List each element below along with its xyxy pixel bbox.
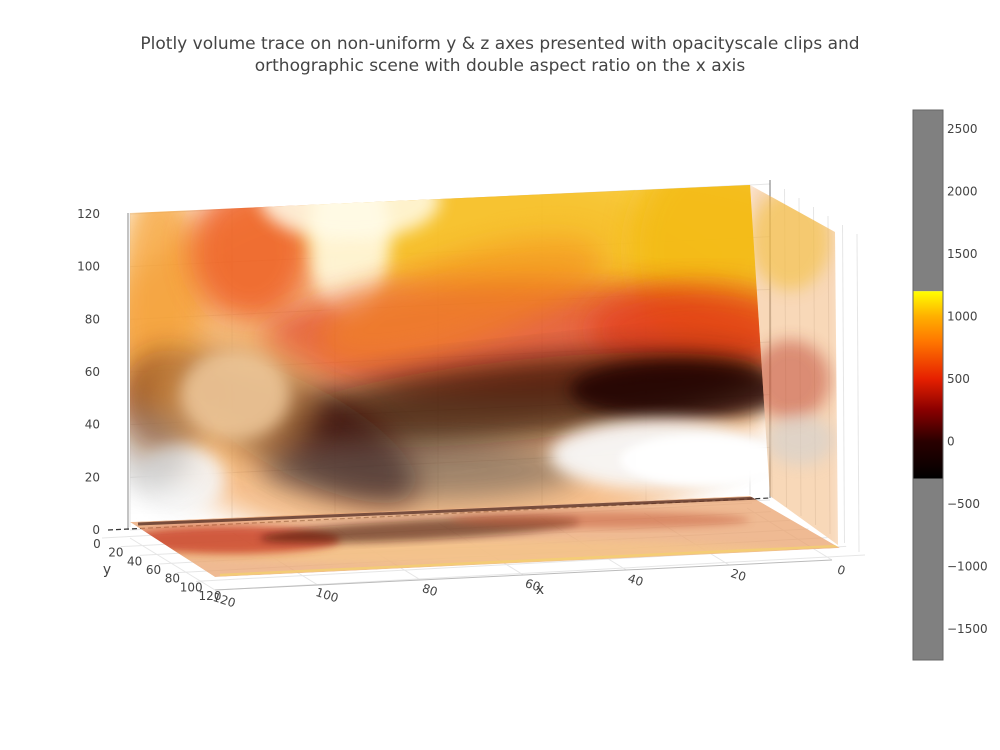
volume-blob — [190, 185, 310, 320]
colorbar-tick-label: 500 — [947, 372, 970, 386]
y-tick-label: 80 — [165, 572, 180, 586]
side-blob — [750, 190, 830, 290]
colorbar-lower-clip — [913, 478, 943, 660]
y-tick-label: 60 — [146, 563, 161, 577]
volume-blob — [150, 325, 320, 465]
grid-line-floor-x — [129, 537, 216, 591]
volume-render — [130, 185, 840, 577]
colorbar-tick-label: 0 — [947, 434, 955, 448]
colorbar-tick-label: −1000 — [947, 559, 988, 573]
x-tick-label: 120 — [211, 590, 237, 610]
x-tick-label: 0 — [835, 562, 847, 578]
floor-band — [450, 512, 750, 528]
grid-line-floor-y — [214, 554, 866, 591]
volume-front-face — [130, 185, 770, 523]
side-blob — [765, 415, 835, 465]
x-tick-label: 80 — [420, 581, 439, 599]
x-axis-line — [214, 559, 833, 591]
chart-title: Plotly volume trace on non-uniform y & z… — [0, 33, 1000, 77]
z-tick-label: 0 — [92, 523, 100, 537]
x-tick-label: 60 — [523, 576, 542, 594]
x-tick-label: 40 — [626, 571, 645, 589]
y-tick-label: 120 — [199, 589, 222, 603]
volume-blob — [130, 410, 190, 490]
volume-blob — [570, 360, 770, 420]
z-tick-label: 60 — [85, 365, 100, 379]
y-axis-title: y — [103, 562, 111, 578]
side-blob — [750, 340, 830, 420]
z-tick-label: 120 — [77, 207, 100, 221]
colorbar-tick-label: −1500 — [947, 622, 988, 636]
x-tick-label: 100 — [314, 585, 340, 605]
floor-edge-shadow — [137, 496, 761, 526]
floor-front-highlight — [219, 544, 839, 577]
colorbar-tick-label: 1000 — [947, 309, 978, 323]
y-tick-label: 0 — [93, 537, 101, 551]
y-tick-label: 100 — [180, 580, 203, 594]
colorbar-tick-label: 2500 — [947, 122, 978, 136]
volume-blob — [260, 440, 580, 500]
x-tick-label: 20 — [729, 566, 748, 584]
z-tick-label: 40 — [85, 418, 100, 432]
colorbar-opaque-range — [913, 291, 943, 479]
y-tick-label: 40 — [127, 554, 142, 568]
colorbar-tick-label: 2000 — [947, 184, 978, 198]
y-tick-label: 20 — [108, 546, 123, 560]
z-tick-label: 100 — [77, 260, 100, 274]
colorbar-tick-label: 1500 — [947, 247, 978, 261]
grid-line-side — [842, 224, 845, 544]
z-tick-label: 20 — [85, 470, 100, 484]
volume-blob — [620, 435, 770, 485]
chart-title-line-1: Plotly volume trace on non-uniform y & z… — [140, 34, 860, 54]
chart-title-line-2: orthographic scene with double aspect ra… — [254, 56, 746, 76]
colorbar-tick-label: −500 — [947, 497, 980, 511]
volume-floor — [130, 496, 840, 577]
volume-blob — [316, 236, 604, 364]
volume-blob — [260, 185, 440, 240]
z-tick-label: 80 — [85, 312, 100, 326]
x-axis-title: x — [536, 582, 544, 598]
colorbar-upper-clip — [913, 110, 943, 292]
colorbar: 2500 2000 1500 1000 500 0 −500 −1000 −1500 — [912, 109, 988, 661]
axis-ticks: 0204060801001200204060801001200204060801… — [77, 207, 847, 610]
grid-line-side — [856, 233, 860, 553]
colorbar-outline — [912, 109, 944, 661]
